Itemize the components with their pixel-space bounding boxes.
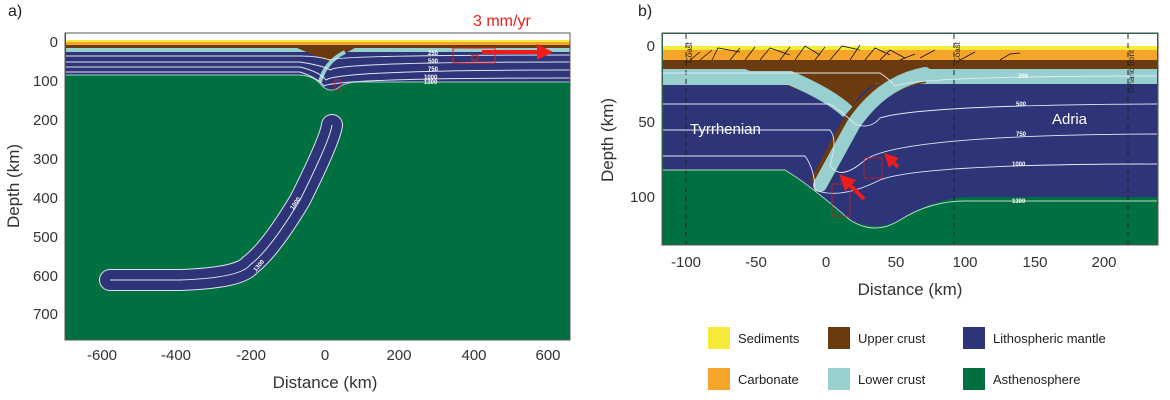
panel-a-label: a) [8,3,22,20]
label: -400 [161,347,191,364]
label: -100 [671,254,701,271]
flow-arrow [884,153,900,169]
label: 250 [1018,74,1029,80]
label: Dinaric front [1127,49,1136,93]
fault-lines [689,44,1021,61]
label: Coast [953,41,962,63]
legend-label: Sediments [738,331,800,346]
legend-label: Lithospheric mantle [993,331,1106,346]
tyrrhenian-lower-crust [663,71,853,118]
label: 600 [535,347,560,364]
label: 1000 [424,75,438,81]
label: Coast [685,41,694,63]
legend-label: Lower crust [858,372,926,387]
label: 300 [33,151,58,168]
label: -200 [236,347,266,364]
label: 0 [50,34,58,51]
legend-swatch-sediments [708,327,730,349]
x-axis-label-a: Distance (km) [273,373,378,392]
label: 250 [428,51,439,57]
legend: Sediments Carbonate Upper crust Lower cr… [708,327,1106,390]
region-label-tyrrhenian: Tyrrhenian [690,121,761,138]
marker-lines [685,34,1129,245]
plot-frame-b [661,32,1159,246]
label: 50 [888,254,905,271]
label: 1300 [424,80,438,86]
legend-swatch-asthenosphere [963,368,985,390]
label: 100 [952,254,977,271]
upper-crust-wedge [290,45,360,62]
label: 500 [428,59,439,65]
contour-labels-b: 250 500 750 1000 1300 [1012,74,1029,205]
label: 700 [33,306,58,323]
y-ticks-b: 0 50 100 [630,38,655,206]
label: 0 [647,38,655,55]
y-axis-label-a: Depth (km) [4,144,23,228]
flow-arrow [839,174,866,201]
legend-label: Upper crust [858,331,926,346]
label: 200 [386,347,411,364]
label: 500 [33,229,58,246]
y-axis-label-b: Depth (km) [598,98,617,182]
label: 200 [1091,254,1116,271]
label: -600 [87,347,117,364]
label: 600 [33,268,58,285]
contour-labels-a: 250 500 750 1000 1300 [424,51,439,86]
lithospheric-mantle [663,84,1157,226]
legend-swatch-lithospheric-mantle [963,327,985,349]
label: 100 [630,189,655,206]
x-ticks-a: -600 -400 -200 0 200 400 600 [87,347,561,364]
y-ticks-a: 0 100 200 300 400 500 600 700 [33,34,58,323]
plot-frame-a [64,32,571,341]
isotherms [66,54,571,91]
legend-label: Asthenosphere [993,372,1080,387]
x-axis-label-b: Distance (km) [858,280,963,299]
label: 750 [1016,132,1027,138]
legend-swatch-upper-crust [828,327,850,349]
label: 200 [33,112,58,129]
legend-label: Carbonate [738,372,799,387]
isotherms [663,72,1158,229]
panel-b: b) Coast Coast Dinaric front [598,3,1159,299]
legend-swatch-carbonate [708,368,730,390]
region-label-adria: Adria [1052,111,1088,128]
label: -50 [745,254,767,271]
label: 400 [33,190,58,207]
panel-a: a) 250 500 750 1000 1300 1000 13 [4,3,571,392]
label: 150 [1022,254,1047,271]
label: 500 [1016,102,1027,108]
label: 50 [638,114,655,131]
label: 0 [321,347,329,364]
marker-labels: Coast Coast Dinaric front [685,41,1136,93]
label: 1000 [1012,162,1026,168]
label: 750 [428,67,439,73]
velocity-box [452,47,496,64]
label: 0 [822,254,830,271]
label: 400 [461,347,486,364]
legend-swatch-lower-crust [828,368,850,390]
velocity-label: 3 mm/yr [473,13,531,30]
panel-b-label: b) [638,3,652,20]
label: 100 [33,73,58,90]
label: 1300 [1012,199,1026,205]
x-ticks-b: -100 -50 0 50 100 150 200 [671,254,1117,271]
